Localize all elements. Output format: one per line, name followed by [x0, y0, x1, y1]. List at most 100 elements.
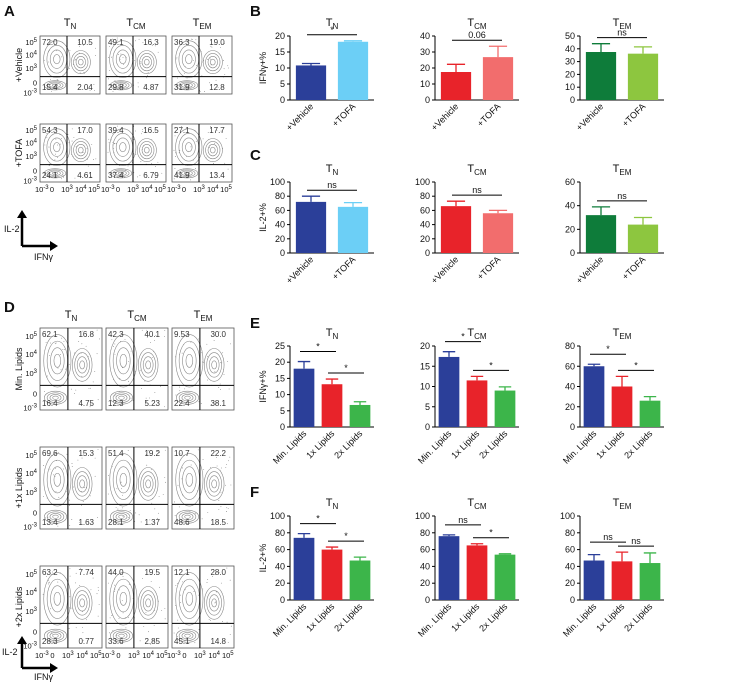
event-dot: [55, 138, 57, 140]
contour: [71, 467, 93, 501]
contour: [184, 171, 191, 175]
x-tick-label-sup: -3: [175, 185, 181, 191]
contour: [137, 348, 159, 382]
event-dot: [226, 507, 228, 509]
x-tick-label-sup: 4: [83, 185, 87, 191]
x-tick-label: 10-3: [101, 185, 115, 194]
event-dot: [130, 350, 132, 352]
event-dot: [122, 57, 124, 58]
event-dot: [145, 397, 147, 399]
event-dot: [194, 642, 196, 644]
event-dot: [144, 84, 146, 86]
event-dot: [197, 163, 199, 165]
event-dot: [173, 178, 175, 180]
x-tick-label-sup: 5: [98, 651, 102, 657]
y-tick-label: 0: [570, 95, 575, 105]
quadrant-value: 13.4: [42, 518, 58, 527]
panel-letter: D: [4, 299, 15, 316]
event-dot: [85, 345, 87, 347]
x-tick-label-base: 10: [193, 185, 201, 194]
contour: [207, 144, 218, 157]
event-dot: [109, 617, 111, 619]
y-tick-label: 100: [415, 177, 430, 187]
event-dot: [176, 77, 178, 79]
arrow-heads: [17, 210, 58, 251]
contour: [43, 168, 67, 179]
x-tick-label: 2x Lipids: [477, 428, 510, 461]
y-tick-label: 100: [270, 511, 285, 521]
x-tick-label-base: 10: [142, 651, 150, 660]
y-tick-label: 103: [25, 64, 37, 73]
event-dot: [210, 405, 212, 406]
plot-frame: [39, 565, 103, 649]
event-dot: [130, 397, 132, 399]
x-tick-label-base: 10: [194, 651, 202, 660]
event-dot: [46, 576, 47, 577]
event-dot: [226, 523, 228, 525]
y-tick-label-sup: 4: [34, 350, 38, 356]
event-dot: [113, 147, 115, 149]
x-tick-label: 0: [116, 185, 120, 194]
y-tick-label-base: 10: [23, 642, 31, 651]
y-tick-label: 20: [565, 69, 575, 79]
contour: [181, 170, 193, 176]
event-dot: [121, 488, 122, 490]
contour: [43, 453, 72, 507]
x-tick-label: 104: [75, 185, 87, 194]
contour: [202, 138, 223, 163]
x-tick-label: 0: [182, 651, 186, 660]
event-dot: [214, 371, 216, 373]
error-bar: [643, 552, 657, 564]
y-tick-label: 0: [33, 166, 37, 175]
quadrant-value: 19.2: [144, 449, 160, 458]
event-dot: [223, 60, 225, 61]
event-dot: [58, 496, 60, 498]
event-dot: [78, 41, 80, 43]
event-dot: [88, 388, 90, 389]
y-tick-label-base: 10: [25, 369, 33, 378]
chart-title-sub: N: [332, 168, 338, 177]
error-bar: [446, 63, 466, 72]
chart-title-sub: CM: [474, 168, 487, 177]
event-dot: [74, 177, 76, 179]
contour: [52, 514, 59, 519]
event-dot: [215, 591, 217, 593]
event-dot: [209, 147, 210, 148]
contour: [118, 514, 125, 519]
bar: [349, 404, 371, 427]
x-tick-label: 105: [220, 185, 232, 194]
event-dot: [108, 582, 109, 584]
contour: [115, 49, 130, 69]
event-dot: [69, 575, 71, 577]
event-dot: [91, 176, 93, 178]
event-dot: [43, 496, 45, 497]
quadrant-value: 51.4: [108, 449, 124, 458]
error-bar: [297, 360, 311, 369]
contour: [46, 392, 65, 403]
quadrant-value: 2.85: [144, 637, 160, 646]
x-tick-label-base: 10: [167, 651, 175, 660]
y-tick-label: 10-3: [23, 404, 37, 413]
contour: [115, 513, 128, 521]
contour: [145, 360, 151, 370]
event-dot: [141, 329, 143, 331]
event-dot: [69, 607, 70, 609]
event-dot: [94, 89, 95, 91]
contour: [208, 356, 220, 374]
bar: [611, 386, 633, 427]
event-dot: [184, 388, 186, 390]
y-tick-label: 105: [25, 570, 37, 579]
event-dot: [202, 138, 204, 140]
chart-title-base: T: [326, 163, 333, 175]
event-dot: [164, 618, 166, 620]
contour: [119, 142, 127, 153]
event-dot: [197, 449, 199, 451]
event-dot: [139, 174, 141, 176]
event-dot: [57, 144, 58, 146]
y-tick-label: 5: [425, 402, 430, 412]
event-dot: [137, 82, 139, 84]
chart-title-sub: CM: [474, 332, 487, 341]
event-dot: [79, 72, 81, 74]
event-dot: [74, 59, 76, 61]
event-dot: [43, 465, 44, 466]
